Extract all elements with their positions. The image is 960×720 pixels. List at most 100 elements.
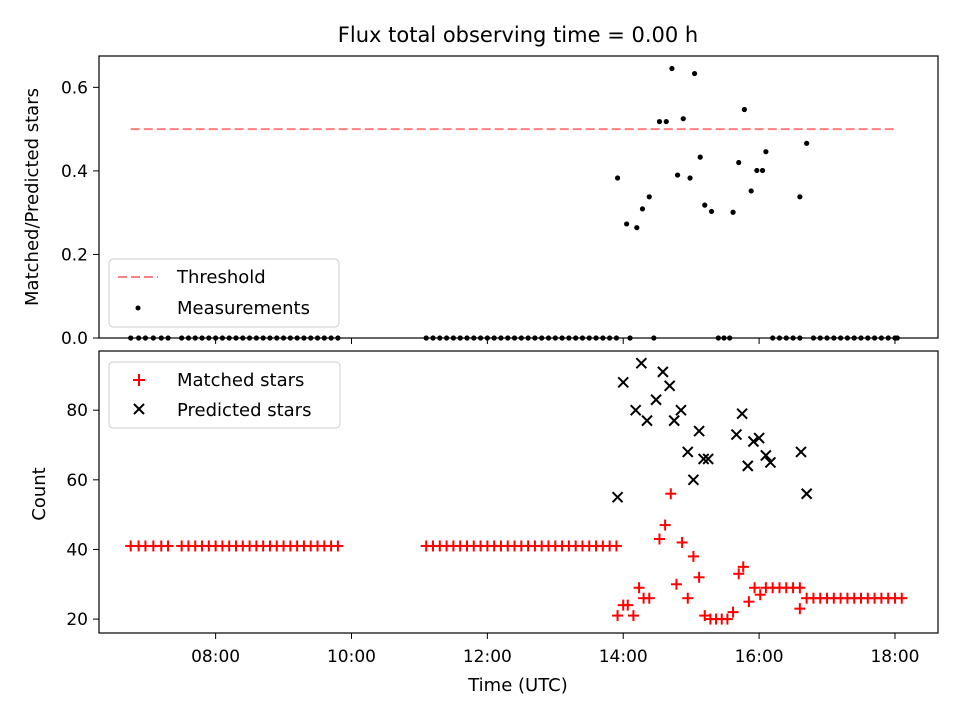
ratio-panel: 0.0 0.2 0.4 0.6 Matched/Predicted stars Thr… [22,55,939,349]
predicted-star-marker [650,394,662,406]
matched-star-marker [622,599,634,611]
measurement-point [674,172,681,178]
measurement-point [656,118,663,125]
predicted-star-marker [736,407,748,420]
count-panel: 20 40 60 80 08:00 10:00 12:00 14:00 16:00 18:00 C… [29,350,939,696]
predicted-star-marker [795,446,807,458]
measurement-point [697,154,703,160]
matched-star-marker [743,596,755,608]
matched-star-marker [794,603,806,615]
predicted-star-marker [675,404,687,416]
count-axes-frame [98,350,939,634]
x-tick-label: 10:00 [327,647,376,667]
count-legend: Matched stars Predicted stars [108,361,341,429]
matched-star-marker [733,568,745,580]
predicted-star-marker [760,449,772,462]
predicted-star-marker [742,460,754,472]
measurement-point [748,188,754,194]
measurement-point [741,106,747,113]
matched-star-marker [682,592,694,604]
measurement-point [639,206,646,212]
matched-star-marker [633,582,645,594]
predicted-star-marker [641,414,653,427]
matched-star-marker [665,488,677,500]
matched-star-marker [627,610,639,622]
measurement-point [759,167,766,174]
count-y-tick-label: 60 [66,471,88,491]
measurement-point [680,116,686,122]
matched-star-marker [737,561,749,573]
matched-star-marker [653,533,665,545]
measurement-point [624,221,630,227]
measurement-point [669,65,675,72]
matched-star-marker [754,589,766,601]
x-axis-label: Time (UTC) [467,675,568,696]
count-ticks: 20 40 60 80 08:00 10:00 12:00 14:00 16:00 18:00 [66,401,919,667]
chart-title: Flux total observing time = 0.00 h [338,23,698,47]
ratio-ticks: 0.0 0.2 0.4 0.6 [61,78,896,349]
matched-star-marker [693,571,705,583]
matched-star-marker [727,606,739,618]
ratio-y-axis-label: Matched/Predicted stars [22,88,43,306]
legend-matched-label: Matched stars [177,370,304,391]
legend-measurements-label: Measurements [177,298,310,319]
predicted-star-marker [800,488,813,500]
measurement-point [708,208,715,215]
ratio-y-tick-label: 0.4 [61,162,88,182]
matched-star-marker [794,582,806,594]
count-y-tick-label: 20 [66,610,88,630]
predicted-star-marker [629,404,642,416]
matched-star-marker [643,592,655,604]
predicted-star-marker [611,491,624,503]
matched-star-marker [612,610,624,622]
count-y-tick-label: 80 [66,401,88,421]
matched-star-marker [670,578,682,590]
measurement-point [736,159,742,166]
measurement-point [804,140,810,146]
matched-star-marker [610,540,622,552]
count-y-axis-label: Count [29,467,50,520]
x-tick-label: 18:00 [870,647,919,667]
matched-star-marker [332,540,344,552]
matched-star-marker [687,550,699,562]
x-tick-label: 08:00 [191,647,240,667]
ratio-marks [128,65,900,341]
measurement-point [687,175,693,181]
x-tick-label: 12:00 [463,647,512,667]
measurement-point [702,202,708,208]
legend-predicted-label: Predicted stars [177,400,311,421]
predicted-star-marker [617,376,629,389]
x-tick-label: 14:00 [599,647,648,667]
predicted-star-marker [730,428,743,441]
matched-star-marker [721,613,733,625]
measurement-point [691,70,698,77]
ratio-axes-frame [98,55,939,339]
matched-star-marker [749,582,761,594]
legend-predicted-swatch [133,403,145,415]
legend-measurements-swatch [135,305,141,311]
matched-star-marker [896,592,908,604]
matched-star-marker [699,610,711,622]
measurement-point [763,149,769,155]
predicted-star-marker [663,380,676,392]
predicted-star-marker [702,453,714,465]
measurement-point [614,175,621,181]
legend-threshold-label: Threshold [176,267,266,288]
predicted-star-marker [687,474,700,486]
predicted-star-marker [764,456,777,469]
measurement-point [634,225,640,231]
predicted-star-marker [682,446,694,458]
matched-star-marker [676,536,688,548]
ratio-y-tick-label: 0.0 [61,329,88,349]
predicted-star-marker [693,425,705,437]
ratio-y-tick-label: 0.6 [61,78,88,98]
count-marks [125,357,908,625]
predicted-star-marker [635,357,648,369]
matched-star-marker [659,519,671,531]
matched-star-marker [162,540,174,552]
predicted-star-marker [657,366,669,378]
ratio-y-tick-label: 0.2 [61,245,88,265]
measurement-point [663,118,669,125]
predicted-star-marker [747,435,760,448]
